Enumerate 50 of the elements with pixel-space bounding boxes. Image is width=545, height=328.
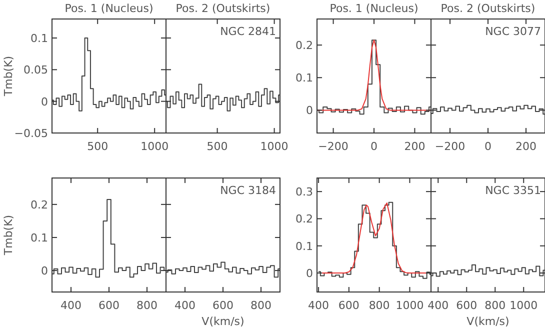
y-axis-title: Tmb(K) <box>2 214 15 256</box>
chart-title: Pos. 2 (Outskirts) <box>176 2 270 15</box>
x-tick-label: 200 <box>516 140 536 153</box>
chart-title: Pos. 2 (Outskirts) <box>440 2 536 15</box>
y-tick-label: 0.1 <box>30 32 48 45</box>
y-tick-label: 0 <box>41 264 48 278</box>
y-tick-label: 0.2 <box>296 39 313 52</box>
x-tick-label: 0 <box>370 140 378 153</box>
x-tick-label: 600 <box>98 299 120 312</box>
y-tick-label: 0.2 <box>296 212 313 226</box>
x-tick-label: 400 <box>308 299 330 312</box>
x-tick-label: 400 <box>428 299 449 312</box>
x-tick-label: 200 <box>404 140 426 153</box>
x-tick-label: 0 <box>484 140 492 153</box>
y-tick-label: 0.1 <box>296 240 313 253</box>
annotation: NGC 3184 <box>220 184 276 197</box>
y-tick-label: 0.1 <box>30 231 48 244</box>
x-tick-label: 600 <box>338 299 360 312</box>
y-tick-label: 0.1 <box>296 72 313 85</box>
chart-title: Pos. 1 (Nucleus) <box>330 2 418 15</box>
x-tick-label: 800 <box>250 299 272 312</box>
annotation: NGC 2841 <box>220 25 276 38</box>
x-tick-label: 500 <box>87 140 108 153</box>
y-tick-label: 0.05 <box>24 64 48 77</box>
y-tick-label: −0.05 <box>14 127 48 140</box>
y-tick-label: 0 <box>41 95 48 108</box>
x-tick-label: −200 <box>318 140 348 153</box>
y-tick-label: 0 <box>306 267 313 280</box>
chart-title: Pos. 1 (Nucleus) <box>64 2 154 15</box>
x-tick-label: 800 <box>484 299 506 312</box>
x-tick-label: 600 <box>456 299 478 312</box>
x-tick-label: 1000 <box>396 299 424 312</box>
annotation: NGC 3351 <box>485 184 541 197</box>
x-tick-label: 400 <box>174 299 196 312</box>
y-tick-label: 0.2 <box>30 198 48 212</box>
x-tick-label: 400 <box>60 299 82 312</box>
x-tick-label: 1000 <box>510 299 538 312</box>
x-tick-label: −200 <box>434 140 466 153</box>
x-tick-label: 800 <box>368 299 390 312</box>
x-tick-label: 1000 <box>260 140 288 153</box>
annotation: NGC 3077 <box>485 25 541 38</box>
y-tick-label: 0.3 <box>296 186 313 199</box>
x-tick-label: 600 <box>212 299 234 312</box>
y-tick-label: 0 <box>306 104 313 118</box>
y-axis-title: Tmb(K) <box>2 56 15 98</box>
x-tick-label: 1000 <box>140 140 169 153</box>
x-tick-label: 800 <box>136 299 158 312</box>
x-axis-title: V(km/s) <box>202 315 244 328</box>
x-axis-title: V(km/s) <box>466 315 510 328</box>
x-tick-label: 500 <box>206 140 228 153</box>
